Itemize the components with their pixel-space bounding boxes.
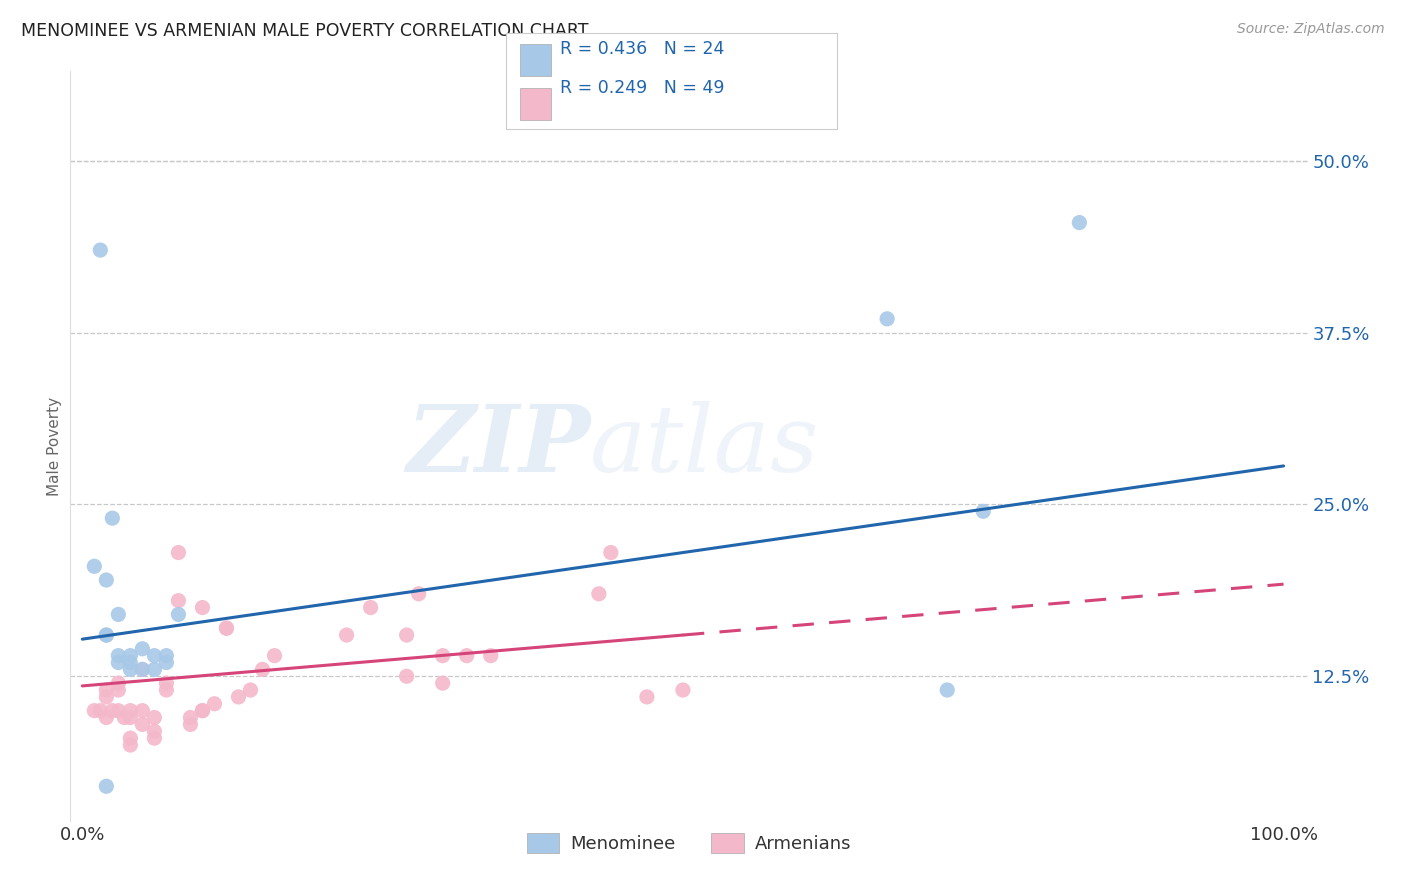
Point xyxy=(936,683,959,698)
Point xyxy=(96,573,118,587)
Point xyxy=(588,587,610,601)
Point xyxy=(89,704,111,718)
Point xyxy=(395,669,418,683)
Point xyxy=(107,656,129,670)
Point xyxy=(972,504,994,518)
Point xyxy=(876,311,898,326)
Text: Source: ZipAtlas.com: Source: ZipAtlas.com xyxy=(1237,22,1385,37)
Point xyxy=(252,662,274,676)
Point xyxy=(395,628,418,642)
Point xyxy=(89,243,111,257)
Point xyxy=(336,628,359,642)
Point xyxy=(96,779,118,793)
Point xyxy=(131,662,153,676)
Point xyxy=(191,704,214,718)
Point xyxy=(96,628,118,642)
Point xyxy=(131,717,153,731)
Text: MENOMINEE VS ARMENIAN MALE POVERTY CORRELATION CHART: MENOMINEE VS ARMENIAN MALE POVERTY CORRE… xyxy=(21,22,589,40)
Point xyxy=(599,545,621,559)
Point xyxy=(120,738,142,752)
Point xyxy=(408,587,430,601)
Point xyxy=(143,724,166,739)
Point xyxy=(167,545,190,559)
Text: ZIP: ZIP xyxy=(406,401,591,491)
Point xyxy=(107,607,129,622)
Point xyxy=(120,656,142,670)
Legend: Menominee, Armenians: Menominee, Armenians xyxy=(519,826,859,860)
Point xyxy=(215,621,238,635)
Point xyxy=(239,683,262,698)
Point xyxy=(96,628,118,642)
Point xyxy=(120,731,142,746)
Point xyxy=(143,662,166,676)
Point xyxy=(228,690,250,704)
Y-axis label: Male Poverty: Male Poverty xyxy=(46,396,62,496)
Point xyxy=(131,662,153,676)
Point xyxy=(120,648,142,663)
Text: R = 0.436   N = 24: R = 0.436 N = 24 xyxy=(560,40,724,58)
Point xyxy=(112,710,135,724)
Point xyxy=(143,648,166,663)
Point xyxy=(360,600,382,615)
Point xyxy=(131,641,153,656)
Point xyxy=(456,648,478,663)
Point xyxy=(120,662,142,676)
Point xyxy=(167,593,190,607)
Point xyxy=(96,690,118,704)
Point xyxy=(1069,216,1091,230)
Text: atlas: atlas xyxy=(591,401,820,491)
Point xyxy=(167,607,190,622)
Point xyxy=(179,710,201,724)
Point xyxy=(131,704,153,718)
Point xyxy=(107,683,129,698)
Point xyxy=(107,704,129,718)
Point xyxy=(107,676,129,690)
Point xyxy=(155,656,177,670)
Point xyxy=(96,683,118,698)
Point xyxy=(120,704,142,718)
Point xyxy=(191,704,214,718)
Point xyxy=(432,676,454,690)
Point xyxy=(83,559,105,574)
Point xyxy=(155,648,177,663)
Point xyxy=(107,648,129,663)
Point xyxy=(155,676,177,690)
Point xyxy=(101,704,124,718)
Point xyxy=(101,511,124,525)
Point xyxy=(155,683,177,698)
Point xyxy=(479,648,502,663)
Point xyxy=(179,717,201,731)
Point xyxy=(636,690,658,704)
Point xyxy=(120,710,142,724)
Point xyxy=(143,731,166,746)
Text: R = 0.249   N = 49: R = 0.249 N = 49 xyxy=(560,79,724,97)
Point xyxy=(191,600,214,615)
Point xyxy=(215,621,238,635)
Point xyxy=(96,710,118,724)
Point xyxy=(263,648,285,663)
Point xyxy=(204,697,226,711)
Point xyxy=(143,710,166,724)
Point xyxy=(83,704,105,718)
Point xyxy=(672,683,695,698)
Point xyxy=(432,648,454,663)
